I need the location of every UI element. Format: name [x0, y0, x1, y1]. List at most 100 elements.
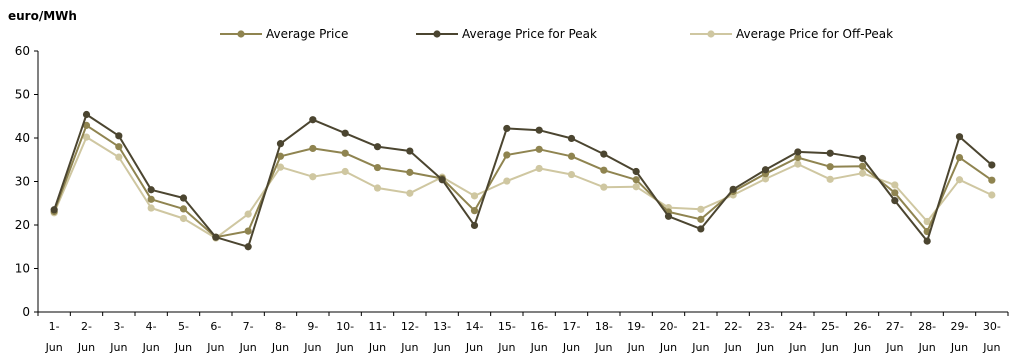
- x-tick-label: 16-Jun: [530, 320, 549, 354]
- series-1-point: [503, 125, 510, 132]
- x-tick-label: 18-Jun: [594, 320, 613, 354]
- series-2-point: [342, 168, 349, 175]
- x-tick-label: 8-Jun: [271, 320, 289, 354]
- series-2-point: [471, 192, 478, 199]
- series-2-point: [503, 177, 510, 184]
- series-1-point: [374, 143, 381, 150]
- x-tick-label: 14-Jun: [465, 320, 484, 354]
- series-0-point: [827, 163, 834, 170]
- series-0-point: [374, 164, 381, 171]
- x-tick-label: 20-Jun: [659, 320, 678, 354]
- series-2-point: [245, 211, 252, 218]
- series-1-point: [827, 150, 834, 157]
- series-0-point: [148, 196, 155, 203]
- series-2-point: [115, 154, 122, 161]
- series-2-point: [859, 170, 866, 177]
- x-tick-label: 11-Jun: [368, 320, 387, 354]
- series-1-point: [536, 127, 543, 134]
- series-2-point: [148, 204, 155, 211]
- x-tick-label: 21-Jun: [691, 320, 710, 354]
- x-tick-label: 1-Jun: [45, 320, 63, 354]
- x-tick-label: 3-Jun: [109, 320, 127, 354]
- x-tick-label: 9-Jun: [303, 320, 321, 354]
- series-0-point: [471, 207, 478, 214]
- series-0-point: [988, 177, 995, 184]
- series-1-point: [956, 133, 963, 140]
- series-0-point: [633, 176, 640, 183]
- series-1-point: [924, 237, 931, 244]
- series-1-point: [245, 243, 252, 250]
- series-1-point: [665, 213, 672, 220]
- series-1-point: [988, 161, 995, 168]
- y-tick-label: 40: [15, 131, 30, 145]
- x-tick-label: 26-Jun: [853, 320, 872, 354]
- x-tick-label: 23-Jun: [756, 320, 775, 354]
- x-tick-label: 4-Jun: [142, 320, 160, 354]
- x-tick-label: 15-Jun: [497, 320, 516, 354]
- series-1-point: [794, 148, 801, 155]
- series-0-point: [568, 153, 575, 160]
- y-tick-label: 30: [15, 175, 30, 189]
- series-2-point: [568, 171, 575, 178]
- x-tick-label: 24-Jun: [788, 320, 807, 354]
- x-tick-label: 30-Jun: [982, 320, 1001, 354]
- y-tick-label: 10: [15, 262, 30, 276]
- series-2-point: [827, 176, 834, 183]
- series-2-point: [309, 173, 316, 180]
- series-1-point: [309, 116, 316, 123]
- series-0-point: [600, 167, 607, 174]
- series-0-point: [406, 169, 413, 176]
- y-tick-label: 20: [15, 218, 30, 232]
- series-1-point: [730, 186, 737, 193]
- series-0-point: [245, 227, 252, 234]
- series-1-point: [859, 155, 866, 162]
- series-1-line: [54, 115, 992, 247]
- series-0-point: [115, 143, 122, 150]
- series-2-point: [891, 181, 898, 188]
- series-2-point: [988, 191, 995, 198]
- series-2-point: [600, 184, 607, 191]
- series-2-point: [406, 190, 413, 197]
- x-tick-label: 27-Jun: [885, 320, 904, 354]
- series-0-point: [891, 189, 898, 196]
- series-1-point: [600, 150, 607, 157]
- x-tick-label: 25-Jun: [821, 320, 840, 354]
- series-0-point: [697, 216, 704, 223]
- x-tick-label: 17-Jun: [562, 320, 581, 354]
- x-tick-label: 13-Jun: [433, 320, 452, 354]
- series-1-point: [148, 186, 155, 193]
- y-tick-label: 0: [22, 305, 30, 319]
- x-tick-label: 29-Jun: [950, 320, 969, 354]
- series-1-point: [51, 206, 58, 213]
- x-tick-label: 22-Jun: [724, 320, 743, 354]
- y-tick-label: 50: [15, 88, 30, 102]
- series-1-point: [212, 234, 219, 241]
- series-1-point: [83, 111, 90, 118]
- x-tick-label: 28-Jun: [918, 320, 937, 354]
- series-0-point: [536, 146, 543, 153]
- series-2-point: [536, 165, 543, 172]
- series-1-point: [180, 194, 187, 201]
- series-1-point: [633, 168, 640, 175]
- series-0-point: [503, 151, 510, 158]
- x-tick-label: 2-Jun: [77, 320, 95, 354]
- x-tick-label: 7-Jun: [239, 320, 257, 354]
- series-1-point: [115, 132, 122, 139]
- series-0-point: [309, 145, 316, 152]
- x-tick-label: 5-Jun: [174, 320, 192, 354]
- series-1-point: [406, 147, 413, 154]
- series-1-point: [342, 130, 349, 137]
- x-tick-label: 19-Jun: [627, 320, 646, 354]
- series-2-point: [794, 161, 801, 168]
- series-2-point: [697, 206, 704, 213]
- series-2-point: [180, 215, 187, 222]
- y-tick-label: 60: [15, 44, 30, 58]
- series-2-point: [956, 176, 963, 183]
- series-1-point: [277, 140, 284, 147]
- series-0-point: [180, 205, 187, 212]
- series-1-point: [439, 176, 446, 183]
- series-1-point: [762, 166, 769, 173]
- series-2-point: [374, 184, 381, 191]
- series-1-point: [568, 135, 575, 142]
